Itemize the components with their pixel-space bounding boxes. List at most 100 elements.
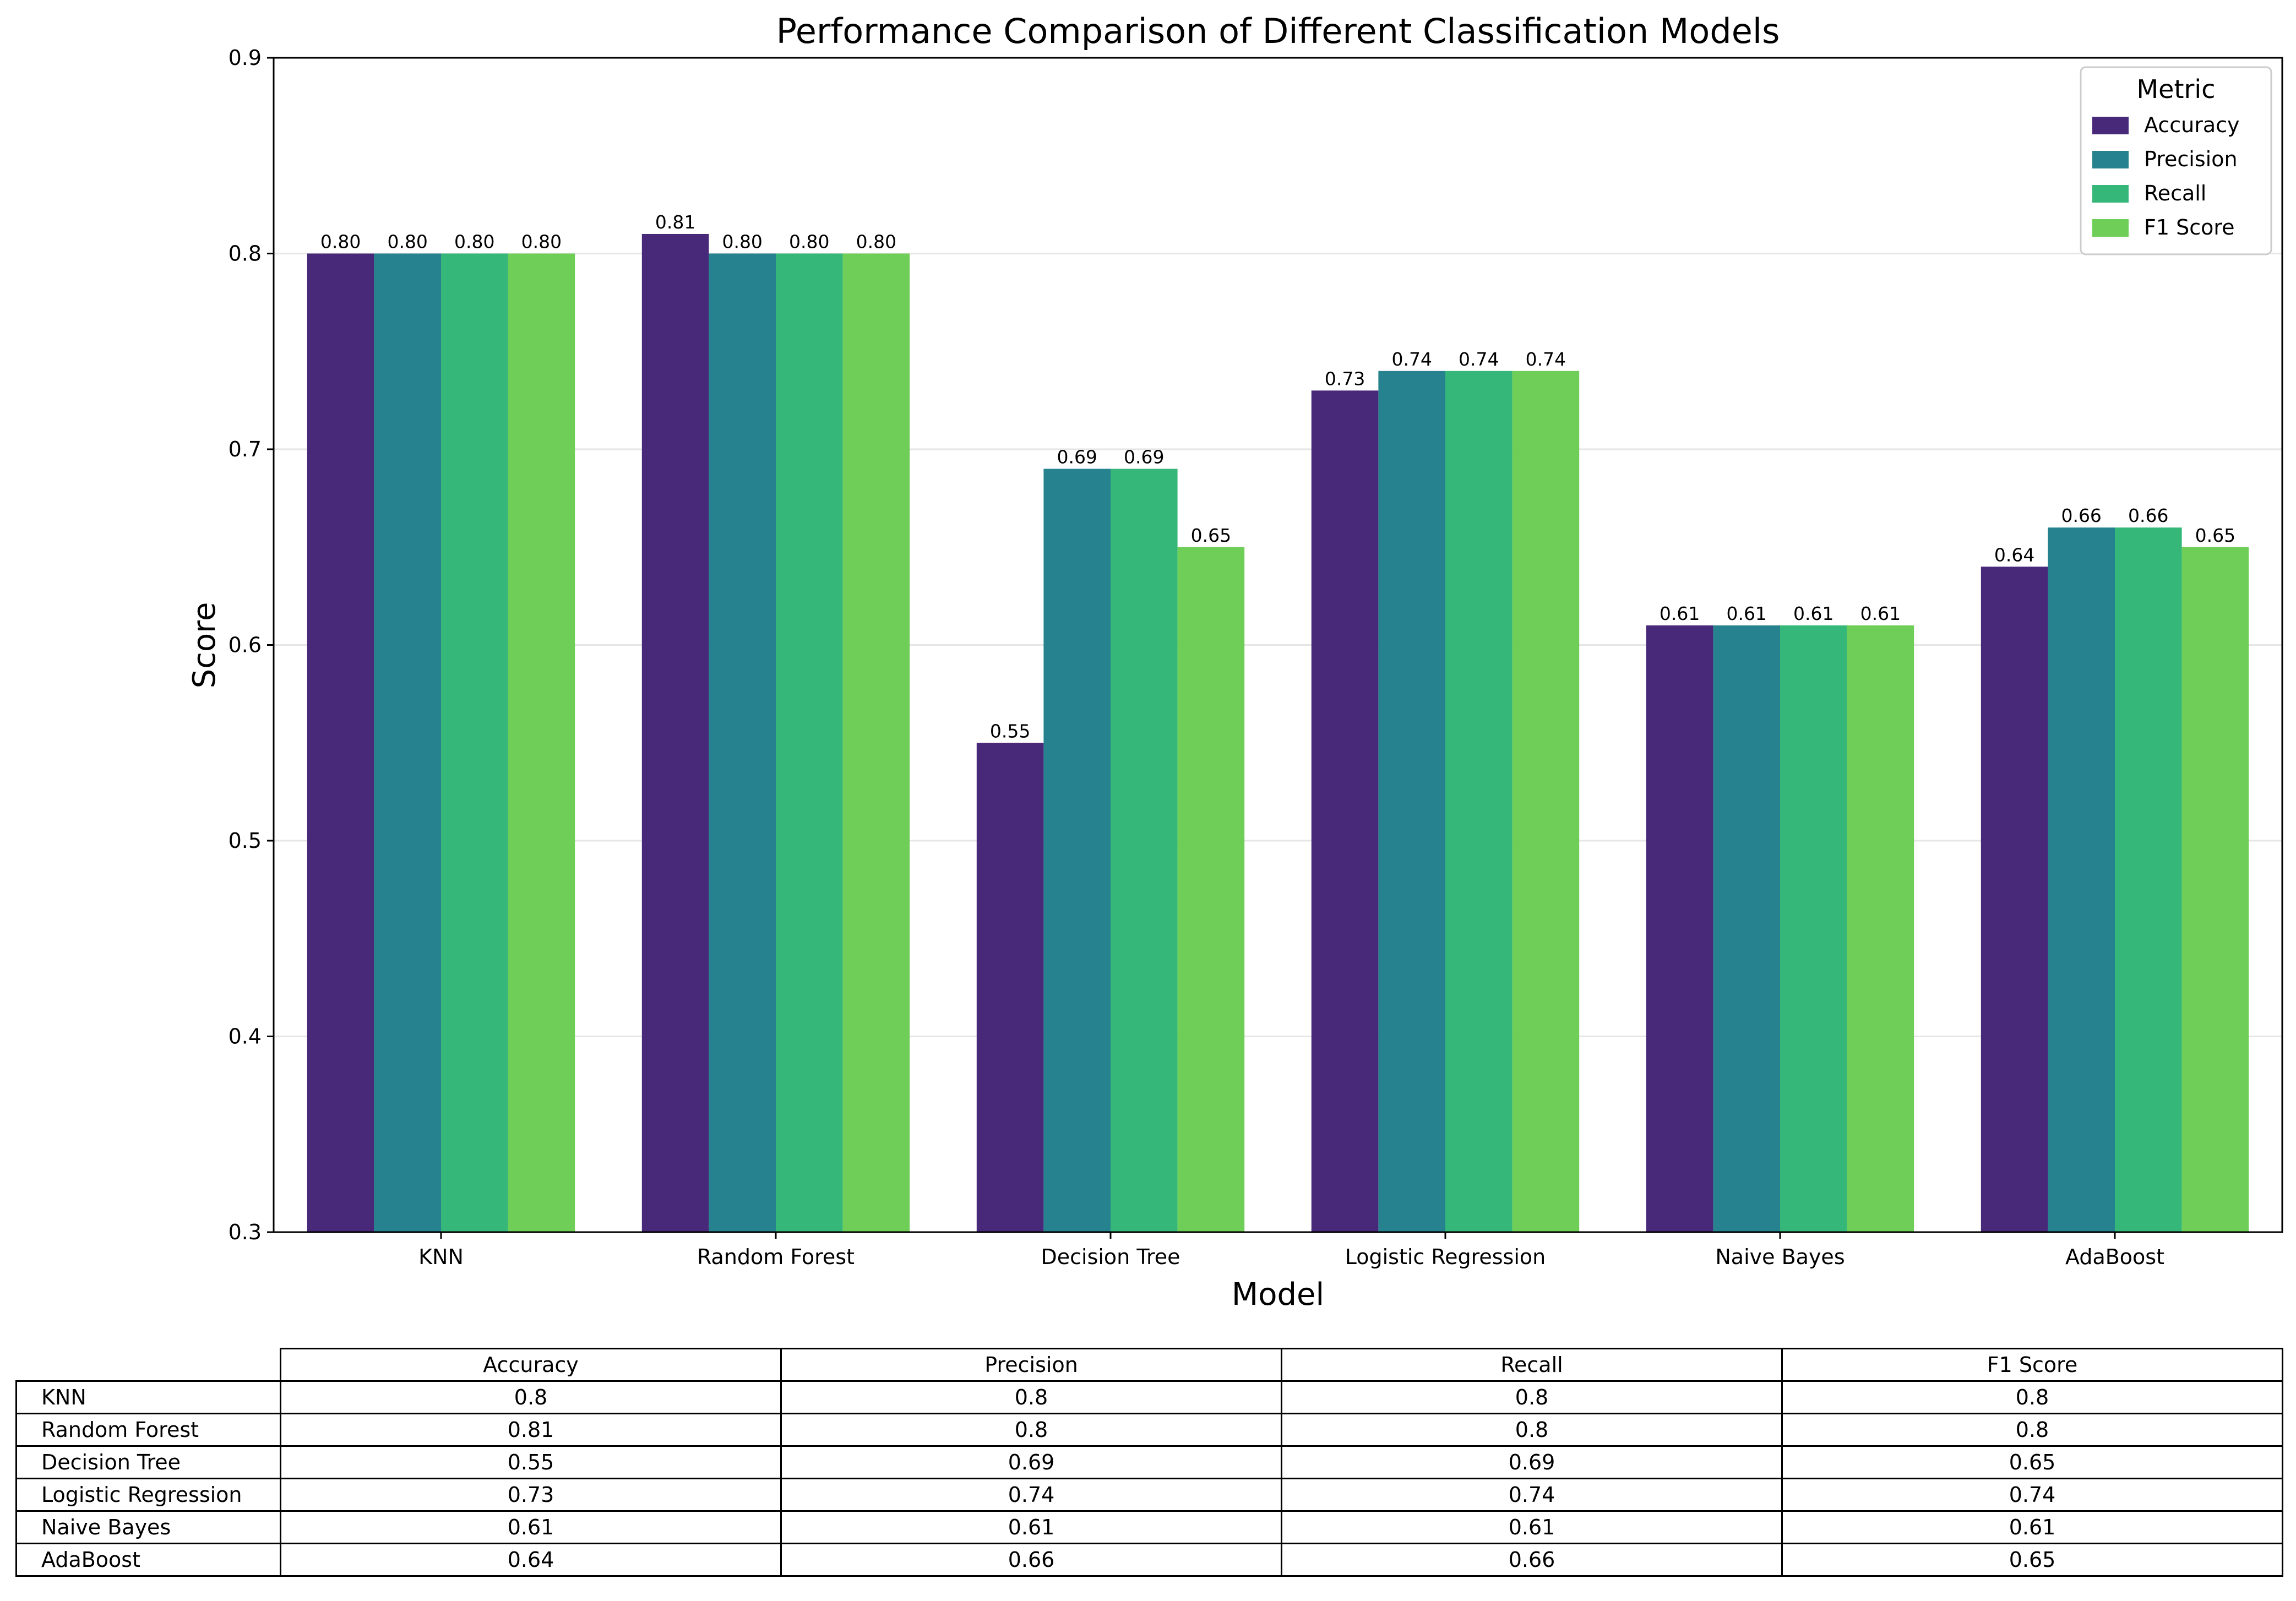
table-row: AdaBoost 0.64 0.66 0.66 0.65	[15, 1543, 2283, 1577]
table-cell: 0.65	[1781, 1543, 2283, 1577]
bar	[1111, 469, 1178, 1232]
table-cell: 0.81	[280, 1413, 782, 1447]
y-tick-label: 0.9	[228, 46, 262, 70]
table-cell: 0.61	[780, 1510, 1282, 1544]
table-cell: 0.66	[1281, 1543, 1783, 1577]
table-row: KNN 0.8 0.8 0.8 0.8	[15, 1380, 2283, 1414]
table-cell: 0.65	[1781, 1445, 2283, 1479]
bar-value-label: 0.80	[521, 231, 562, 253]
table-cell: 0.8	[1781, 1413, 2283, 1447]
x-tick-label: Random Forest	[697, 1245, 855, 1269]
y-tick-label: 0.6	[228, 633, 262, 657]
y-tick-label: 0.7	[228, 437, 262, 461]
bar-value-label: 0.55	[990, 720, 1030, 742]
table-cell: 0.61	[1781, 1510, 2283, 1544]
y-tick-label: 0.8	[228, 242, 262, 266]
chart-title: Performance Comparison of Different Clas…	[776, 11, 1780, 51]
table-cell: 0.61	[1281, 1510, 1783, 1544]
column-header: Accuracy	[280, 1348, 782, 1382]
bar-value-label: 0.61	[1660, 603, 1700, 624]
bar-value-label: 0.74	[1526, 348, 1566, 370]
row-label: Decision Tree	[15, 1445, 281, 1479]
x-tick-label: AdaBoost	[2065, 1245, 2164, 1269]
y-tick-label: 0.5	[228, 829, 262, 853]
x-axis-title: Model	[1232, 1277, 1324, 1313]
table-cell: 0.69	[1281, 1445, 1783, 1479]
bar	[374, 253, 441, 1232]
bar-value-label: 0.69	[1124, 446, 1164, 468]
table-cell: 0.74	[1781, 1478, 2283, 1512]
x-tick-label: Decision Tree	[1041, 1245, 1180, 1269]
bar	[1847, 625, 1914, 1232]
bar	[1043, 469, 1111, 1232]
bar-value-label: 0.64	[1994, 544, 2034, 565]
y-axis-title: Score	[187, 602, 222, 689]
y-tick-label: 0.4	[228, 1025, 262, 1049]
table-row: Logistic Regression 0.73 0.74 0.74 0.74	[15, 1478, 2283, 1512]
bars	[307, 233, 2249, 1233]
bar-value-label: 0.61	[1726, 603, 1766, 624]
bar-value-label: 0.69	[1057, 446, 1097, 468]
x-tick-label: KNN	[418, 1245, 464, 1269]
table-cell: 0.73	[280, 1478, 782, 1512]
bar-value-label: 0.61	[1860, 603, 1901, 624]
row-label: Logistic Regression	[15, 1478, 281, 1512]
table-cell: 0.69	[780, 1445, 1282, 1479]
bar	[1981, 567, 2048, 1232]
table-cell: 0.64	[280, 1543, 782, 1577]
bar-value-label: 0.74	[1459, 348, 1499, 370]
legend-label: Accuracy	[2144, 113, 2240, 137]
bar-value-labels: 0.80 0.81 0.55 0.73 0.61 0.64 0.80 0.80 0.69 0.74…	[320, 211, 2235, 742]
bar	[1311, 390, 1379, 1232]
table-cell: 0.8	[780, 1413, 1282, 1447]
row-label: KNN	[15, 1380, 281, 1414]
table-row: Random Forest 0.81 0.8 0.8 0.8	[15, 1413, 2283, 1447]
legend-frame	[2080, 66, 2272, 255]
bar-value-label: 0.61	[1793, 603, 1833, 624]
column-header: Precision	[780, 1348, 1282, 1382]
table-cell: 0.74	[780, 1478, 1282, 1512]
bar-value-label: 0.66	[2128, 505, 2168, 526]
table-cell: 0.8	[780, 1380, 1282, 1414]
bar-value-label: 0.74	[1391, 348, 1432, 370]
bar	[1445, 371, 1512, 1232]
legend-label: F1 Score	[2144, 215, 2235, 239]
bar-value-label: 0.65	[1191, 525, 1231, 546]
table-cell: 0.8	[1781, 1380, 2283, 1414]
legend-swatch	[2092, 185, 2129, 203]
bar-value-label: 0.80	[387, 231, 427, 253]
bar	[2115, 527, 2182, 1233]
table-header-row: Accuracy Precision Recall F1 Score	[16, 1348, 2283, 1382]
row-label: Random Forest	[15, 1413, 281, 1447]
bar-value-label: 0.80	[856, 231, 896, 253]
x-tick-label: Naive Bayes	[1715, 1245, 1845, 1269]
bar-value-label: 0.65	[2195, 525, 2235, 546]
table-cell: 0.55	[280, 1445, 782, 1479]
bar-value-label: 0.80	[789, 231, 829, 253]
bar-value-label: 0.73	[1325, 368, 1365, 389]
bar	[508, 253, 575, 1232]
table-cell: 0.66	[780, 1543, 1282, 1577]
bar	[976, 743, 1044, 1232]
table-cell: 0.8	[280, 1380, 782, 1414]
legend-title: Metric	[2136, 74, 2215, 104]
bar-value-label: 0.80	[320, 231, 361, 253]
table-cell: 0.8	[1281, 1413, 1783, 1447]
bar-value-label: 0.81	[655, 211, 695, 233]
legend-items: Accuracy Precision Recall F1 Score	[2092, 113, 2240, 239]
bar-value-label: 0.66	[2061, 505, 2101, 526]
bar	[2048, 527, 2115, 1233]
bar	[1378, 371, 1445, 1232]
legend-label: Recall	[2144, 181, 2206, 205]
bar	[1713, 625, 1780, 1232]
column-header: F1 Score	[1781, 1348, 2283, 1382]
legend-label: Precision	[2144, 147, 2238, 171]
bar-value-label: 0.80	[454, 231, 494, 253]
legend-swatch	[2092, 117, 2129, 134]
bar	[2181, 547, 2249, 1232]
bar	[441, 253, 508, 1232]
bar	[1512, 371, 1580, 1232]
legend-swatch	[2092, 151, 2129, 168]
bar	[1177, 547, 1245, 1232]
table-row: Decision Tree 0.55 0.69 0.69 0.65	[15, 1445, 2283, 1479]
